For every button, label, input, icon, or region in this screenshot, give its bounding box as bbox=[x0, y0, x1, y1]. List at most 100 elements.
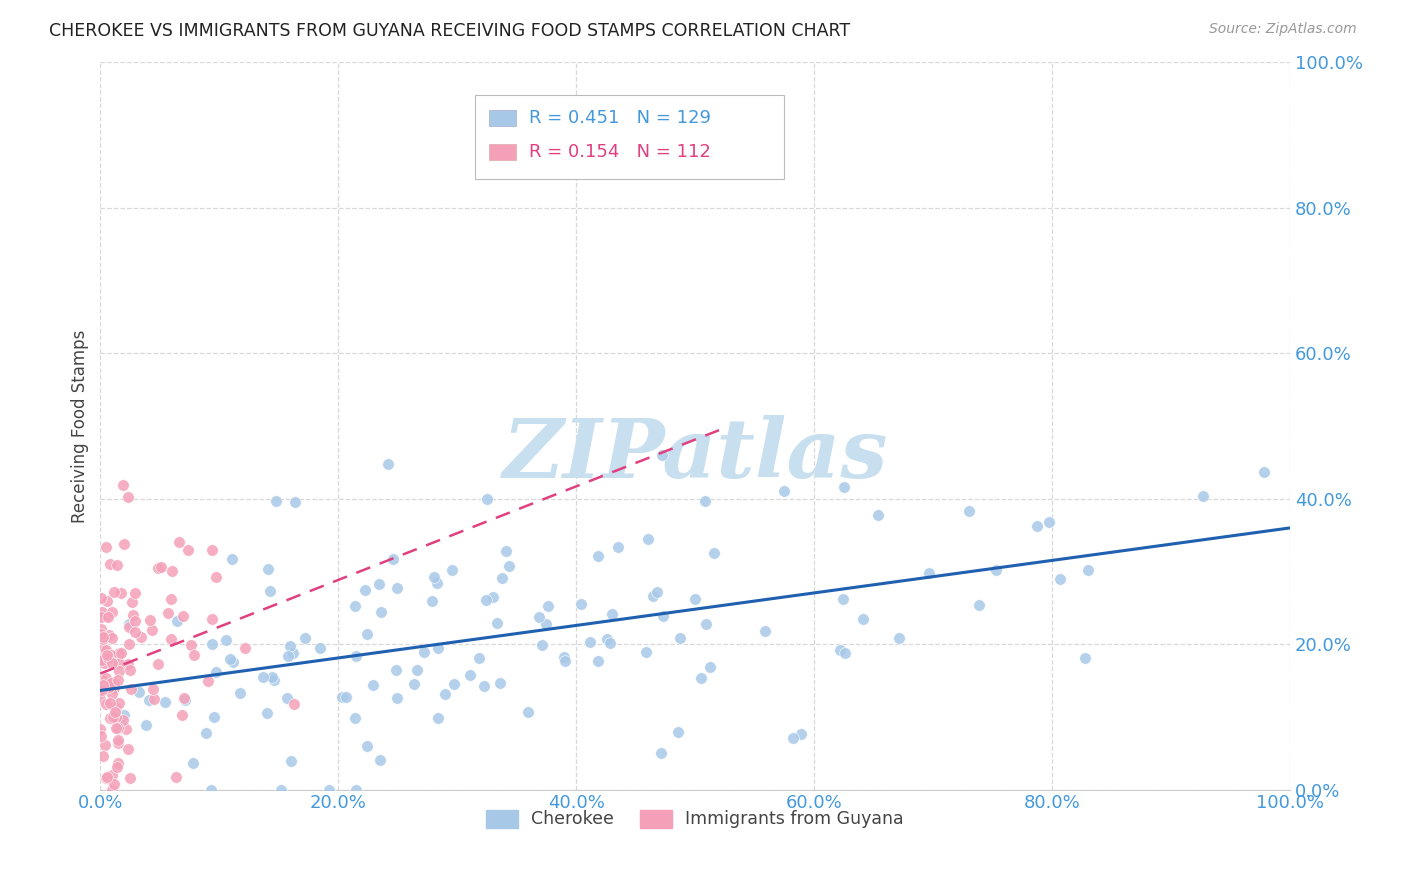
Point bbox=[105, 709, 128, 723]
Point bbox=[103, 679, 125, 693]
Point bbox=[201, 612, 224, 626]
Point bbox=[90, 591, 112, 605]
Point bbox=[120, 682, 142, 697]
Point bbox=[834, 646, 856, 660]
Point bbox=[683, 592, 706, 607]
Point bbox=[94, 772, 117, 786]
Point bbox=[90, 673, 112, 688]
Point bbox=[260, 670, 283, 684]
Point bbox=[1077, 564, 1099, 578]
Point bbox=[257, 562, 280, 576]
Point bbox=[135, 718, 157, 732]
Point bbox=[204, 665, 226, 679]
Point bbox=[200, 782, 222, 797]
Point bbox=[141, 623, 163, 637]
Point bbox=[222, 656, 245, 670]
Point bbox=[172, 609, 194, 624]
Point bbox=[118, 617, 141, 632]
Point bbox=[128, 685, 150, 699]
Point bbox=[586, 549, 609, 563]
Point bbox=[124, 624, 146, 639]
Point bbox=[103, 584, 125, 599]
Point bbox=[1038, 515, 1060, 529]
Point bbox=[318, 782, 340, 797]
Point bbox=[97, 610, 120, 624]
Point bbox=[101, 710, 124, 724]
Point bbox=[91, 632, 114, 647]
Point bbox=[344, 782, 367, 797]
Text: ZIPatlas: ZIPatlas bbox=[502, 415, 889, 495]
Point bbox=[586, 654, 609, 668]
Point bbox=[356, 626, 378, 640]
Point bbox=[105, 760, 128, 774]
Point bbox=[482, 590, 505, 604]
Point bbox=[385, 581, 408, 595]
Point bbox=[477, 492, 499, 507]
Point bbox=[183, 648, 205, 662]
Point bbox=[283, 697, 305, 711]
Point bbox=[651, 609, 673, 624]
Point bbox=[668, 631, 690, 645]
Point bbox=[101, 686, 124, 700]
Point bbox=[98, 711, 121, 725]
Point bbox=[118, 637, 141, 651]
Point bbox=[427, 711, 450, 725]
Point bbox=[103, 777, 125, 791]
Point bbox=[100, 631, 122, 645]
Point bbox=[157, 606, 180, 620]
Point bbox=[108, 665, 131, 679]
Point bbox=[96, 770, 118, 784]
Point bbox=[343, 599, 366, 614]
Point bbox=[150, 560, 173, 574]
Point bbox=[957, 504, 980, 518]
Point bbox=[205, 569, 228, 583]
Point bbox=[344, 649, 367, 664]
Point bbox=[284, 495, 307, 509]
Point bbox=[637, 533, 659, 547]
Point bbox=[112, 537, 135, 551]
Point bbox=[385, 691, 408, 706]
Point bbox=[111, 478, 134, 492]
Point bbox=[832, 480, 855, 494]
Point bbox=[634, 645, 657, 659]
FancyBboxPatch shape bbox=[475, 95, 785, 178]
Point bbox=[107, 756, 129, 770]
Point bbox=[118, 620, 141, 634]
Point bbox=[1049, 572, 1071, 586]
Point bbox=[887, 631, 910, 645]
Point bbox=[90, 610, 112, 624]
Point bbox=[100, 558, 122, 572]
Point bbox=[101, 782, 124, 797]
Point bbox=[201, 637, 224, 651]
Point bbox=[283, 646, 305, 660]
Point bbox=[773, 484, 796, 499]
Point bbox=[110, 586, 132, 600]
Point bbox=[195, 726, 218, 740]
Point bbox=[277, 649, 299, 664]
Point bbox=[146, 561, 169, 575]
Point bbox=[90, 640, 112, 654]
Point bbox=[309, 641, 332, 656]
Point bbox=[530, 638, 553, 652]
Point bbox=[118, 663, 141, 677]
Point bbox=[117, 657, 139, 671]
Point bbox=[553, 650, 575, 665]
Text: R = 0.451   N = 129: R = 0.451 N = 129 bbox=[529, 109, 710, 128]
Point bbox=[1025, 519, 1047, 533]
Point bbox=[90, 682, 112, 697]
Point bbox=[330, 690, 353, 705]
Point bbox=[651, 448, 673, 462]
Point bbox=[94, 609, 117, 624]
Point bbox=[94, 671, 117, 685]
Point bbox=[93, 748, 115, 763]
Point bbox=[276, 691, 298, 706]
Text: R = 0.154   N = 112: R = 0.154 N = 112 bbox=[529, 143, 710, 161]
Point bbox=[754, 624, 776, 638]
Point bbox=[554, 654, 576, 668]
Point bbox=[129, 630, 152, 644]
Point bbox=[90, 681, 112, 696]
Point bbox=[1253, 465, 1275, 479]
Point bbox=[852, 612, 875, 626]
Point bbox=[180, 638, 202, 652]
Point bbox=[402, 676, 425, 690]
